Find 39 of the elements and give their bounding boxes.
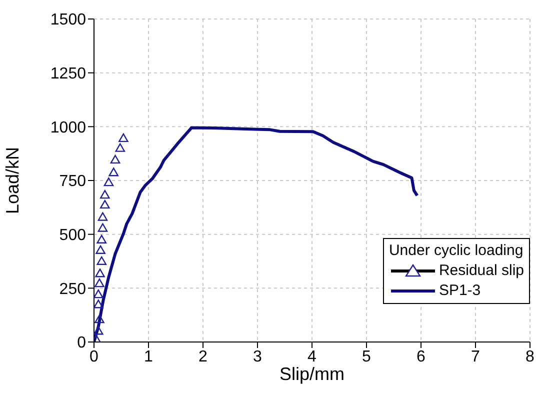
point [100, 200, 110, 209]
point [94, 300, 104, 308]
point [108, 168, 119, 176]
x-tick-label: 0 [90, 348, 99, 366]
point [110, 154, 120, 164]
point [94, 278, 104, 288]
point [94, 314, 104, 324]
point [98, 212, 108, 221]
y-tick-label: 1500 [50, 12, 86, 29]
point [96, 256, 107, 265]
x-tick-label: 8 [526, 348, 535, 366]
x-tick-label: 4 [308, 348, 317, 366]
point [94, 289, 104, 298]
point [94, 326, 104, 335]
x-tick-label: 6 [416, 348, 426, 366]
point [96, 234, 107, 244]
legend-label: SP1-3 [438, 281, 481, 301]
y-tick-label: 1000 [50, 119, 86, 136]
x-tick-label: 7 [471, 348, 480, 366]
x-axis-title: Slip/mm [279, 364, 345, 384]
y-tick-label: 500 [59, 227, 86, 244]
legend-label: Residual slip [438, 261, 524, 281]
point [98, 223, 108, 232]
y-tick-label: 250 [59, 280, 86, 298]
x-tick-label: 5 [362, 348, 372, 366]
point [118, 133, 128, 142]
x-tick-label: 2 [198, 348, 208, 366]
point [95, 268, 105, 278]
x-tick-label: 3 [253, 348, 262, 366]
y-tick-label: 0 [77, 334, 86, 352]
point [100, 190, 110, 199]
y-axis-title: Load/kN [2, 146, 22, 214]
point [115, 143, 126, 152]
point [96, 245, 106, 254]
y-tick-label: 750 [59, 173, 86, 190]
point [104, 178, 114, 186]
legend-title: Under cyclic loading [388, 241, 524, 261]
y-tick-label: 1250 [50, 66, 86, 83]
x-tick-label: 1 [144, 348, 154, 366]
